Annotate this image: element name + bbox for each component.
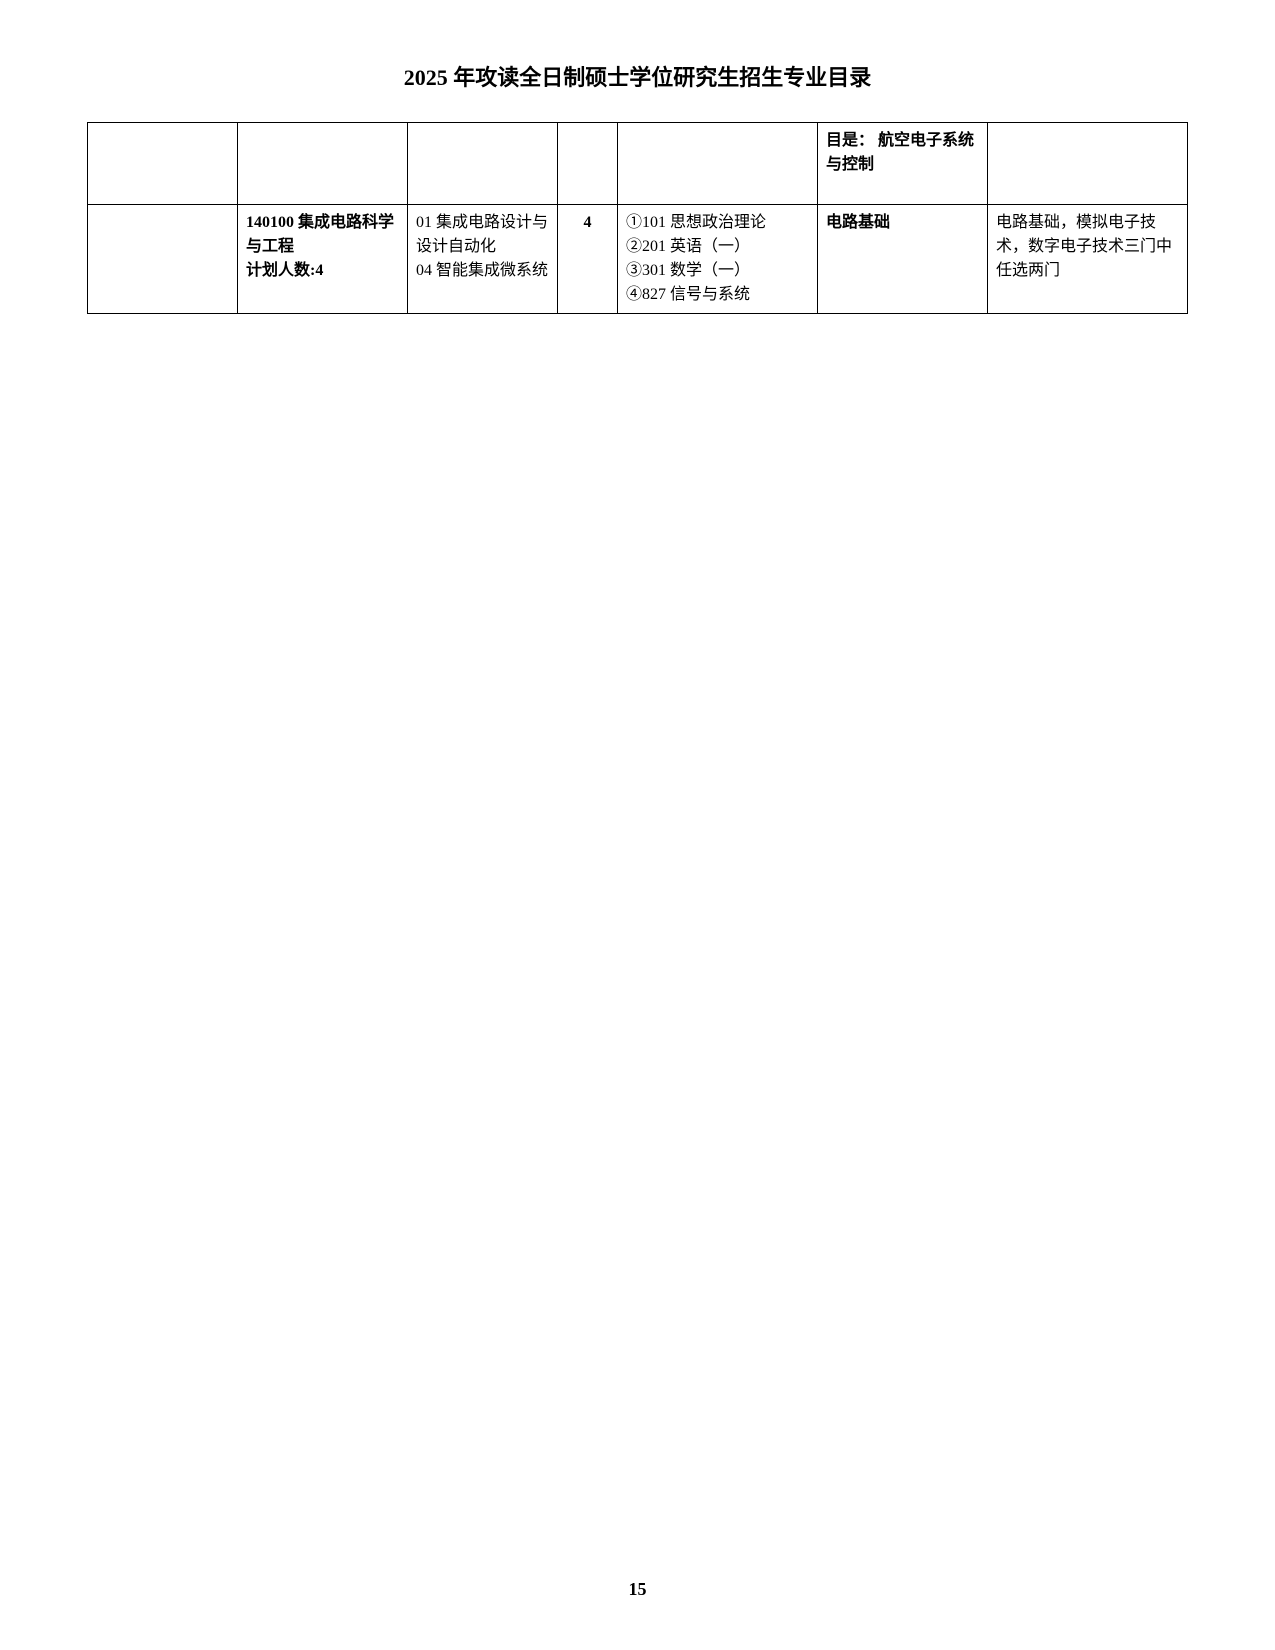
cell-c2 (238, 123, 408, 205)
catalog-table: 目是： 航空电子系统与控制 140100 集成电路科学与工程计划人数:4 01 … (87, 122, 1188, 314)
cell-c7: 电路基础，模拟电子技术，数字电子技术三门中任选两门 (988, 205, 1188, 314)
cell-c1 (88, 123, 238, 205)
cell-c3 (408, 123, 558, 205)
page-number: 15 (0, 1579, 1275, 1600)
cell-c5: ①101 思想政治理论②201 英语（一）③301 数学（一）④827 信号与系… (618, 205, 818, 314)
cell-c2: 140100 集成电路科学与工程计划人数:4 (238, 205, 408, 314)
cell-c4: 4 (558, 205, 618, 314)
cell-c6: 目是： 航空电子系统与控制 (818, 123, 988, 205)
cell-c7 (988, 123, 1188, 205)
cell-c1 (88, 205, 238, 314)
cell-c6: 电路基础 (818, 205, 988, 314)
cell-c3: 01 集成电路设计与设计自动化04 智能集成微系统 (408, 205, 558, 314)
table-row: 目是： 航空电子系统与控制 (88, 123, 1188, 205)
cell-c5 (618, 123, 818, 205)
table-row: 140100 集成电路科学与工程计划人数:4 01 集成电路设计与设计自动化04… (88, 205, 1188, 314)
cell-c4 (558, 123, 618, 205)
page-title: 2025 年攻读全日制硕士学位研究生招生专业目录 (0, 0, 1275, 122)
